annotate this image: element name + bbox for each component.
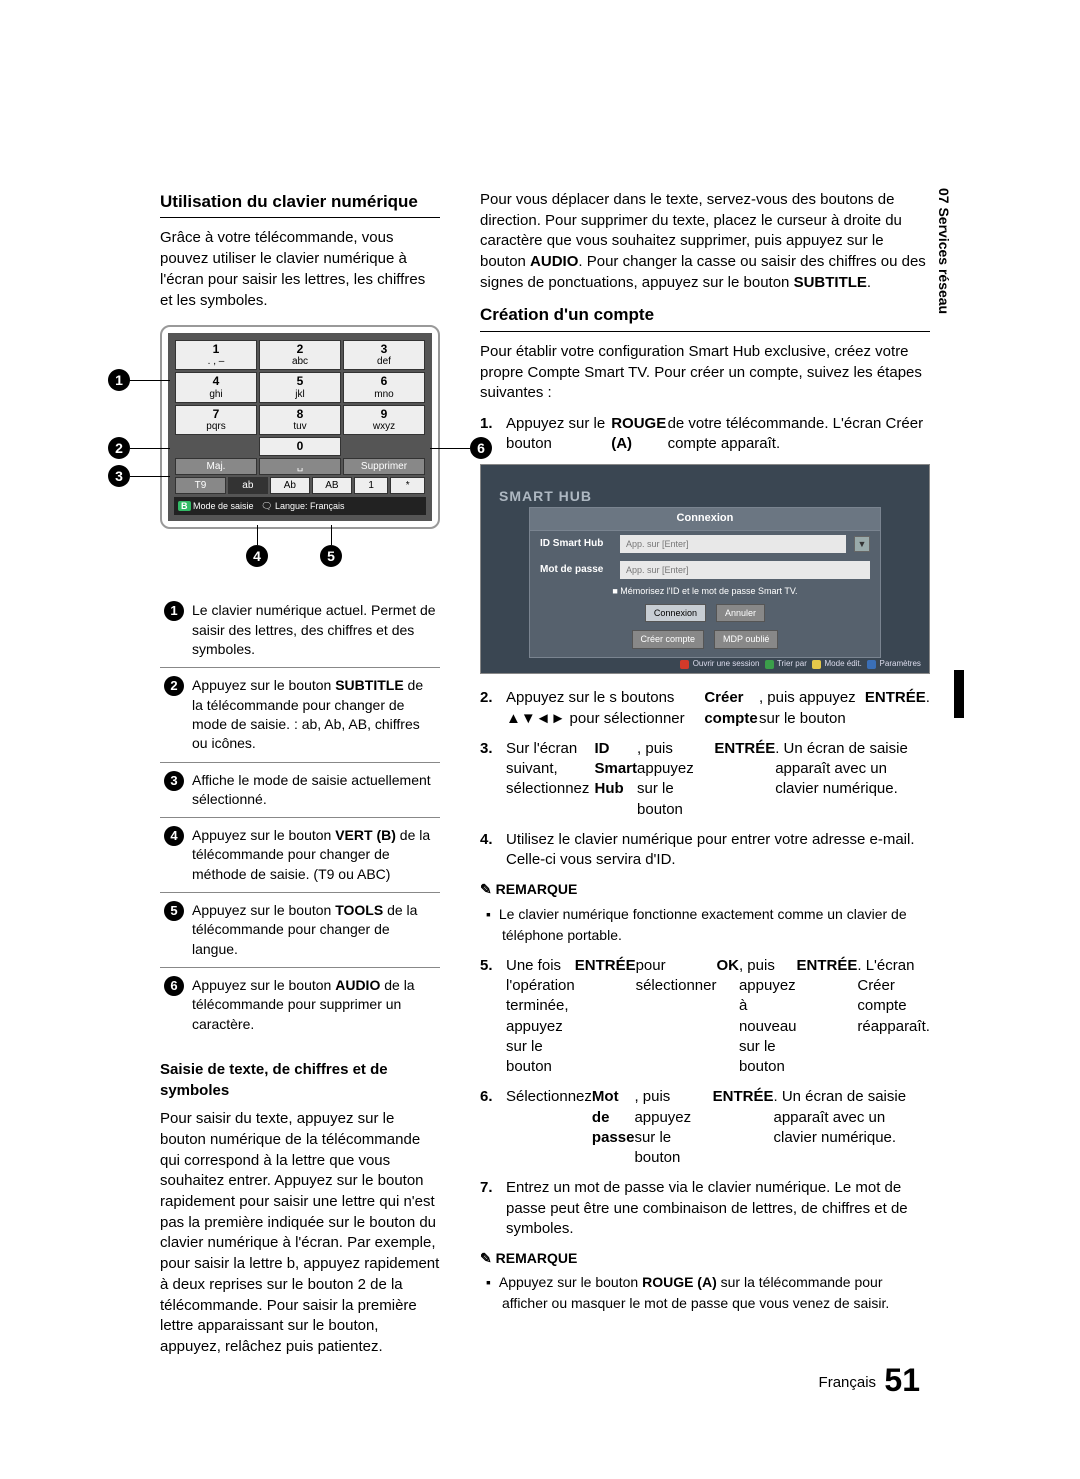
login-panel: Connexion ID Smart Hub App. sur [Enter] … — [529, 507, 881, 657]
dot-1: 1 — [164, 601, 184, 621]
step-1: Appuyez sur le bouton ROUGE (A) de votre… — [480, 414, 930, 455]
mode-1: 1 — [354, 477, 389, 494]
key-6: 6mno — [343, 372, 425, 402]
login-figure: SMART HUB Connexion ID Smart Hub App. su… — [480, 464, 930, 674]
step-6: Sélectionnez Mot de passe, puis appuyez … — [480, 1087, 930, 1168]
dot-2: 2 — [164, 676, 184, 696]
callout-1: 1 — [108, 369, 130, 391]
keypad-frame: 1. , – 2abc 3def 4ghi 5jkl 6mno 7pqrs 8t… — [160, 325, 440, 529]
login-btn-create: Créer compte — [632, 630, 705, 648]
heading-keypad: Utilisation du clavier numérique — [160, 190, 440, 218]
login-btn-cancel: Annuler — [716, 604, 765, 622]
note-1: Le clavier numérique fonctionne exacteme… — [480, 904, 930, 946]
login-pw-input: App. sur [Enter] — [620, 561, 870, 579]
login-title: Connexion — [530, 508, 880, 530]
leader-line — [257, 525, 258, 545]
keypad-inner: 1. , – 2abc 3def 4ghi 5jkl 6mno 7pqrs 8t… — [168, 333, 432, 521]
dot-3: 3 — [164, 771, 184, 791]
steps-list-b: Appuyez sur le s boutons ▲▼◄► pour sélec… — [480, 688, 930, 870]
mode-AB: AB — [312, 477, 352, 494]
step-4: Utilisez le clavier numérique pour entre… — [480, 830, 930, 871]
leader-line — [130, 476, 170, 477]
dot-6: 6 — [164, 976, 184, 996]
key-3: 3def — [343, 340, 425, 370]
keypad-figure: 1 2 3 6 4 5 1. , – 2abc 3def 4 — [160, 325, 440, 529]
key-4: 4ghi — [175, 372, 257, 402]
mode-Ab: Ab — [270, 477, 310, 494]
input-paragraph: Pour saisir du texte, appuyez sur le bou… — [160, 1109, 440, 1357]
note-2: Appuyez sur le bouton ROUGE (A) sur la t… — [480, 1272, 930, 1314]
mode-t9: T9 — [175, 477, 226, 494]
login-btn-login: Connexion — [645, 604, 706, 622]
login-brand: SMART HUB — [499, 487, 592, 506]
step-2: Appuyez sur le s boutons ▲▼◄► pour sélec… — [480, 688, 930, 729]
note-label-1: REMARQUE — [480, 880, 930, 899]
leader-line — [430, 448, 470, 449]
dot-4: 4 — [164, 826, 184, 846]
heading-account: Création d'un compte — [480, 303, 930, 331]
move-paragraph: Pour vous déplacer dans le texte, servez… — [480, 190, 930, 293]
login-id-input: App. sur [Enter] — [620, 535, 846, 553]
leader-line — [130, 448, 170, 449]
steps-list-a: Appuyez sur le bouton ROUGE (A) de votre… — [480, 414, 930, 455]
keypad-intro: Grâce à votre télécommande, vous pouvez … — [160, 228, 440, 311]
desc-6: Appuyez sur le bouton AUDIO de la téléco… — [188, 968, 440, 1042]
key-space: ␣ — [259, 458, 341, 475]
page-body: Utilisation du clavier numérique Grâce à… — [0, 0, 1080, 1428]
login-btn-forgot: MDP oublié — [714, 630, 778, 648]
key-0: 0 — [259, 437, 341, 456]
callout-3: 3 — [108, 465, 130, 487]
thumb-tab — [954, 670, 964, 718]
key-9: 9wxyz — [343, 405, 425, 435]
desc-1: Le clavier numérique actuel. Permet de s… — [188, 593, 440, 667]
login-id-label: ID Smart Hub — [540, 537, 612, 551]
footer-lang: Français — [819, 1374, 877, 1391]
right-column: Pour vous déplacer dans le texte, servez… — [480, 190, 930, 1368]
keypad-footer: B Mode de saisie 🗨 Langue: Français — [174, 497, 426, 515]
key-2: 2abc — [259, 340, 341, 370]
step-7: Entrez un mot de passe via le clavier nu… — [480, 1178, 930, 1239]
desc-5: Appuyez sur le bouton TOOLS de la téléco… — [188, 893, 440, 968]
section-tab: 07 Services réseau — [936, 188, 952, 314]
leader-line — [331, 525, 332, 545]
page-number: 51 — [884, 1362, 920, 1398]
callout-desc-table: 1Le clavier numérique actuel. Permet de … — [160, 593, 440, 1042]
key-delete: Supprimer — [343, 458, 425, 475]
desc-4: Appuyez sur le bouton VERT (B) de la tél… — [188, 818, 440, 893]
mode-ab: ab — [228, 477, 268, 494]
left-column: Utilisation du clavier numérique Grâce à… — [160, 190, 440, 1368]
desc-2: Appuyez sur le bouton SUBTITLE de la tél… — [188, 668, 440, 762]
login-pw-label: Mot de passe — [540, 563, 612, 577]
login-id-dropdown: ▼ — [854, 536, 870, 552]
page-footer: Français 51 — [819, 1362, 920, 1399]
login-footer: Ouvrir une session Trier par Mode édit. … — [679, 658, 920, 669]
dot-5: 5 — [164, 901, 184, 921]
callout-2: 2 — [108, 437, 130, 459]
step-3: Sur l'écran suivant, sélectionnez ID Sma… — [480, 739, 930, 820]
account-intro: Pour établir votre configuration Smart H… — [480, 342, 930, 404]
leader-line — [130, 380, 170, 381]
key-8: 8tuv — [259, 405, 341, 435]
note-1-item: Le clavier numérique fonctionne exacteme… — [502, 904, 930, 946]
key-1: 1. , – — [175, 340, 257, 370]
note-label-2: REMARQUE — [480, 1249, 930, 1268]
key-shift: Maj. — [175, 458, 257, 475]
key-5: 5jkl — [259, 372, 341, 402]
mode-star: * — [390, 477, 425, 494]
step-5: Une fois l'opération terminée, appuyez s… — [480, 956, 930, 1078]
desc-3: Affiche le mode de saisie actuellement s… — [188, 762, 440, 818]
key-7: 7pqrs — [175, 405, 257, 435]
steps-list-c: Une fois l'opération terminée, appuyez s… — [480, 956, 930, 1239]
note-2-item: Appuyez sur le bouton ROUGE (A) sur la t… — [502, 1272, 930, 1314]
login-remember: Mémorisez l'ID et le mot de passe Smart … — [530, 583, 880, 599]
subheading-input: Saisie de texte, de chiffres et de symbo… — [160, 1060, 440, 1101]
